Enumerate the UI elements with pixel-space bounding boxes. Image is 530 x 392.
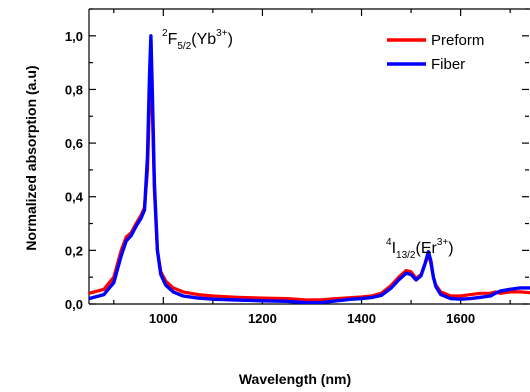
y-tick-label: 0,8: [65, 82, 83, 97]
annotation-er-close: ): [448, 240, 453, 257]
annotation-er-charge: 3+: [437, 237, 449, 248]
x-axis-title: Wavelength (nm): [239, 371, 351, 387]
annotation-yb-sup: 2: [162, 28, 168, 39]
y-tick-label: 0,4: [65, 190, 84, 205]
y-axis-title: Normalized absorption (a.u): [23, 65, 39, 250]
x-tick-label: 1000: [149, 311, 178, 326]
x-tick-label: 1600: [446, 311, 475, 326]
y-tick-label: 0,2: [65, 243, 83, 258]
x-tick-label: 1400: [347, 311, 376, 326]
x-tick-label: 1200: [248, 311, 277, 326]
annotation-er-sub: 13/2: [396, 250, 416, 261]
annotation-yb-ion: (Yb: [191, 31, 216, 48]
annotation-er-sup: 4: [386, 237, 392, 248]
annotation-yb-peak: 2F5/2(Yb3+): [162, 28, 233, 52]
legend: Preform Fiber: [387, 32, 484, 73]
axis-tick-labels: 1000 1200 1400 1600 0,0 0,2 0,4 0,6 0,8 1,0: [65, 29, 475, 326]
series-line-fiber: [89, 34, 530, 304]
annotation-yb-close: ): [228, 31, 233, 48]
series-layer: [89, 34, 530, 304]
y-tick-label: 0,0: [65, 297, 83, 312]
annotation-er-ion: (Er: [415, 240, 437, 257]
annotation-yb-charge: 3+: [216, 28, 228, 39]
annotation-yb-base: F: [168, 31, 178, 48]
legend-label-fiber: Fiber: [431, 56, 465, 73]
annotation-er-base: I: [392, 240, 396, 257]
annotation-er-peak: 4I13/2(Er3+): [386, 237, 454, 261]
y-tick-label: 1,0: [65, 29, 83, 44]
annotation-yb-sub: 5/2: [177, 41, 191, 52]
legend-label-preform: Preform: [431, 32, 484, 49]
y-tick-label: 0,6: [65, 136, 83, 151]
